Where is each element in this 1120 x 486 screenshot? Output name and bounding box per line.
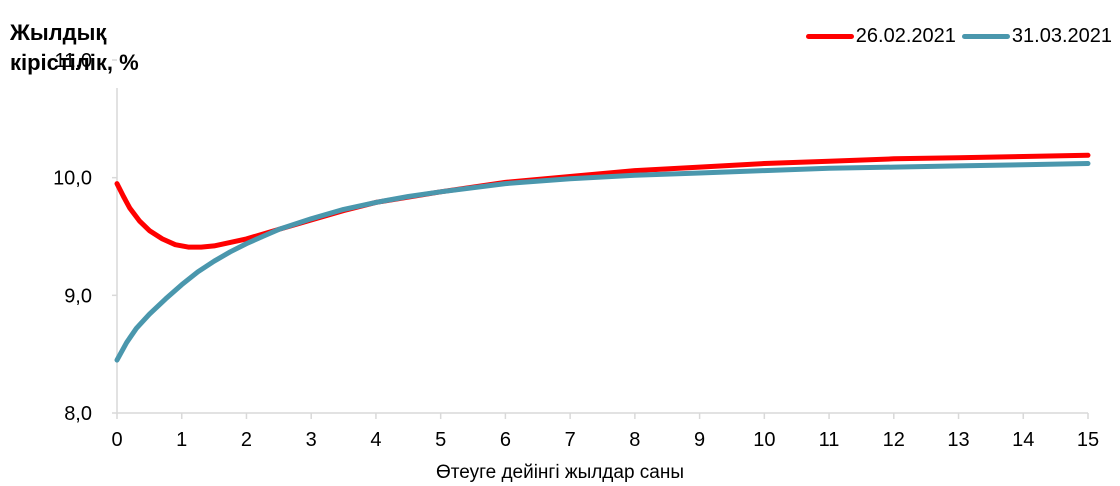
x-tick-label: 9 [694,429,705,451]
x-tick-label: 5 [435,429,446,451]
x-tick-label: 4 [370,429,381,451]
y-tick-label: 8,0 [64,403,92,425]
x-tick-label: 3 [306,429,317,451]
legend-label-series-2: 31.03.2021 [1011,25,1112,47]
x-tick-label: 12 [883,429,905,451]
x-tick-label: 1 [176,429,187,451]
x-axis-label: Өтеуге дейінгі жылдар саны [435,462,685,483]
series-lines [114,152,1091,363]
legend-item-series-2: 31.03.2021 [961,25,1112,48]
x-tick-label: 0 [111,429,122,451]
x-tick-label: 2 [241,429,252,451]
y-tick-label: 9,0 [64,285,92,307]
x-tick-label: 15 [1077,429,1099,451]
legend-label-series-1: 26.02.2021 [855,25,956,47]
series-line-1 [114,152,1091,250]
x-tick-label: 14 [1012,429,1034,451]
tick-labels: 0 1 2 3 4 5 6 7 8 9 10 11 12 13 14 158,09,010,011,0 [53,50,1099,451]
y-axis-label: Жылдық кірістілік, % [10,20,139,75]
y-tick-label: 11,0 [55,50,92,72]
x-tick-label: 7 [565,429,576,451]
x-tick-label: 10 [753,429,775,451]
x-tick-label: 13 [947,429,969,451]
x-tick-label: 6 [500,429,511,451]
y-tick-label: 10,0 [53,168,92,190]
legend-swatch-series-2 [961,34,1010,39]
legend-swatch-series-1 [805,34,854,39]
x-tick-label: 11 [819,429,840,451]
legend: 26.02.2021 31.03.2021 [800,25,1112,48]
series-line-2 [114,161,1091,363]
x-tick-label: 8 [629,429,640,451]
legend-item-series-1: 26.02.2021 [805,25,956,48]
